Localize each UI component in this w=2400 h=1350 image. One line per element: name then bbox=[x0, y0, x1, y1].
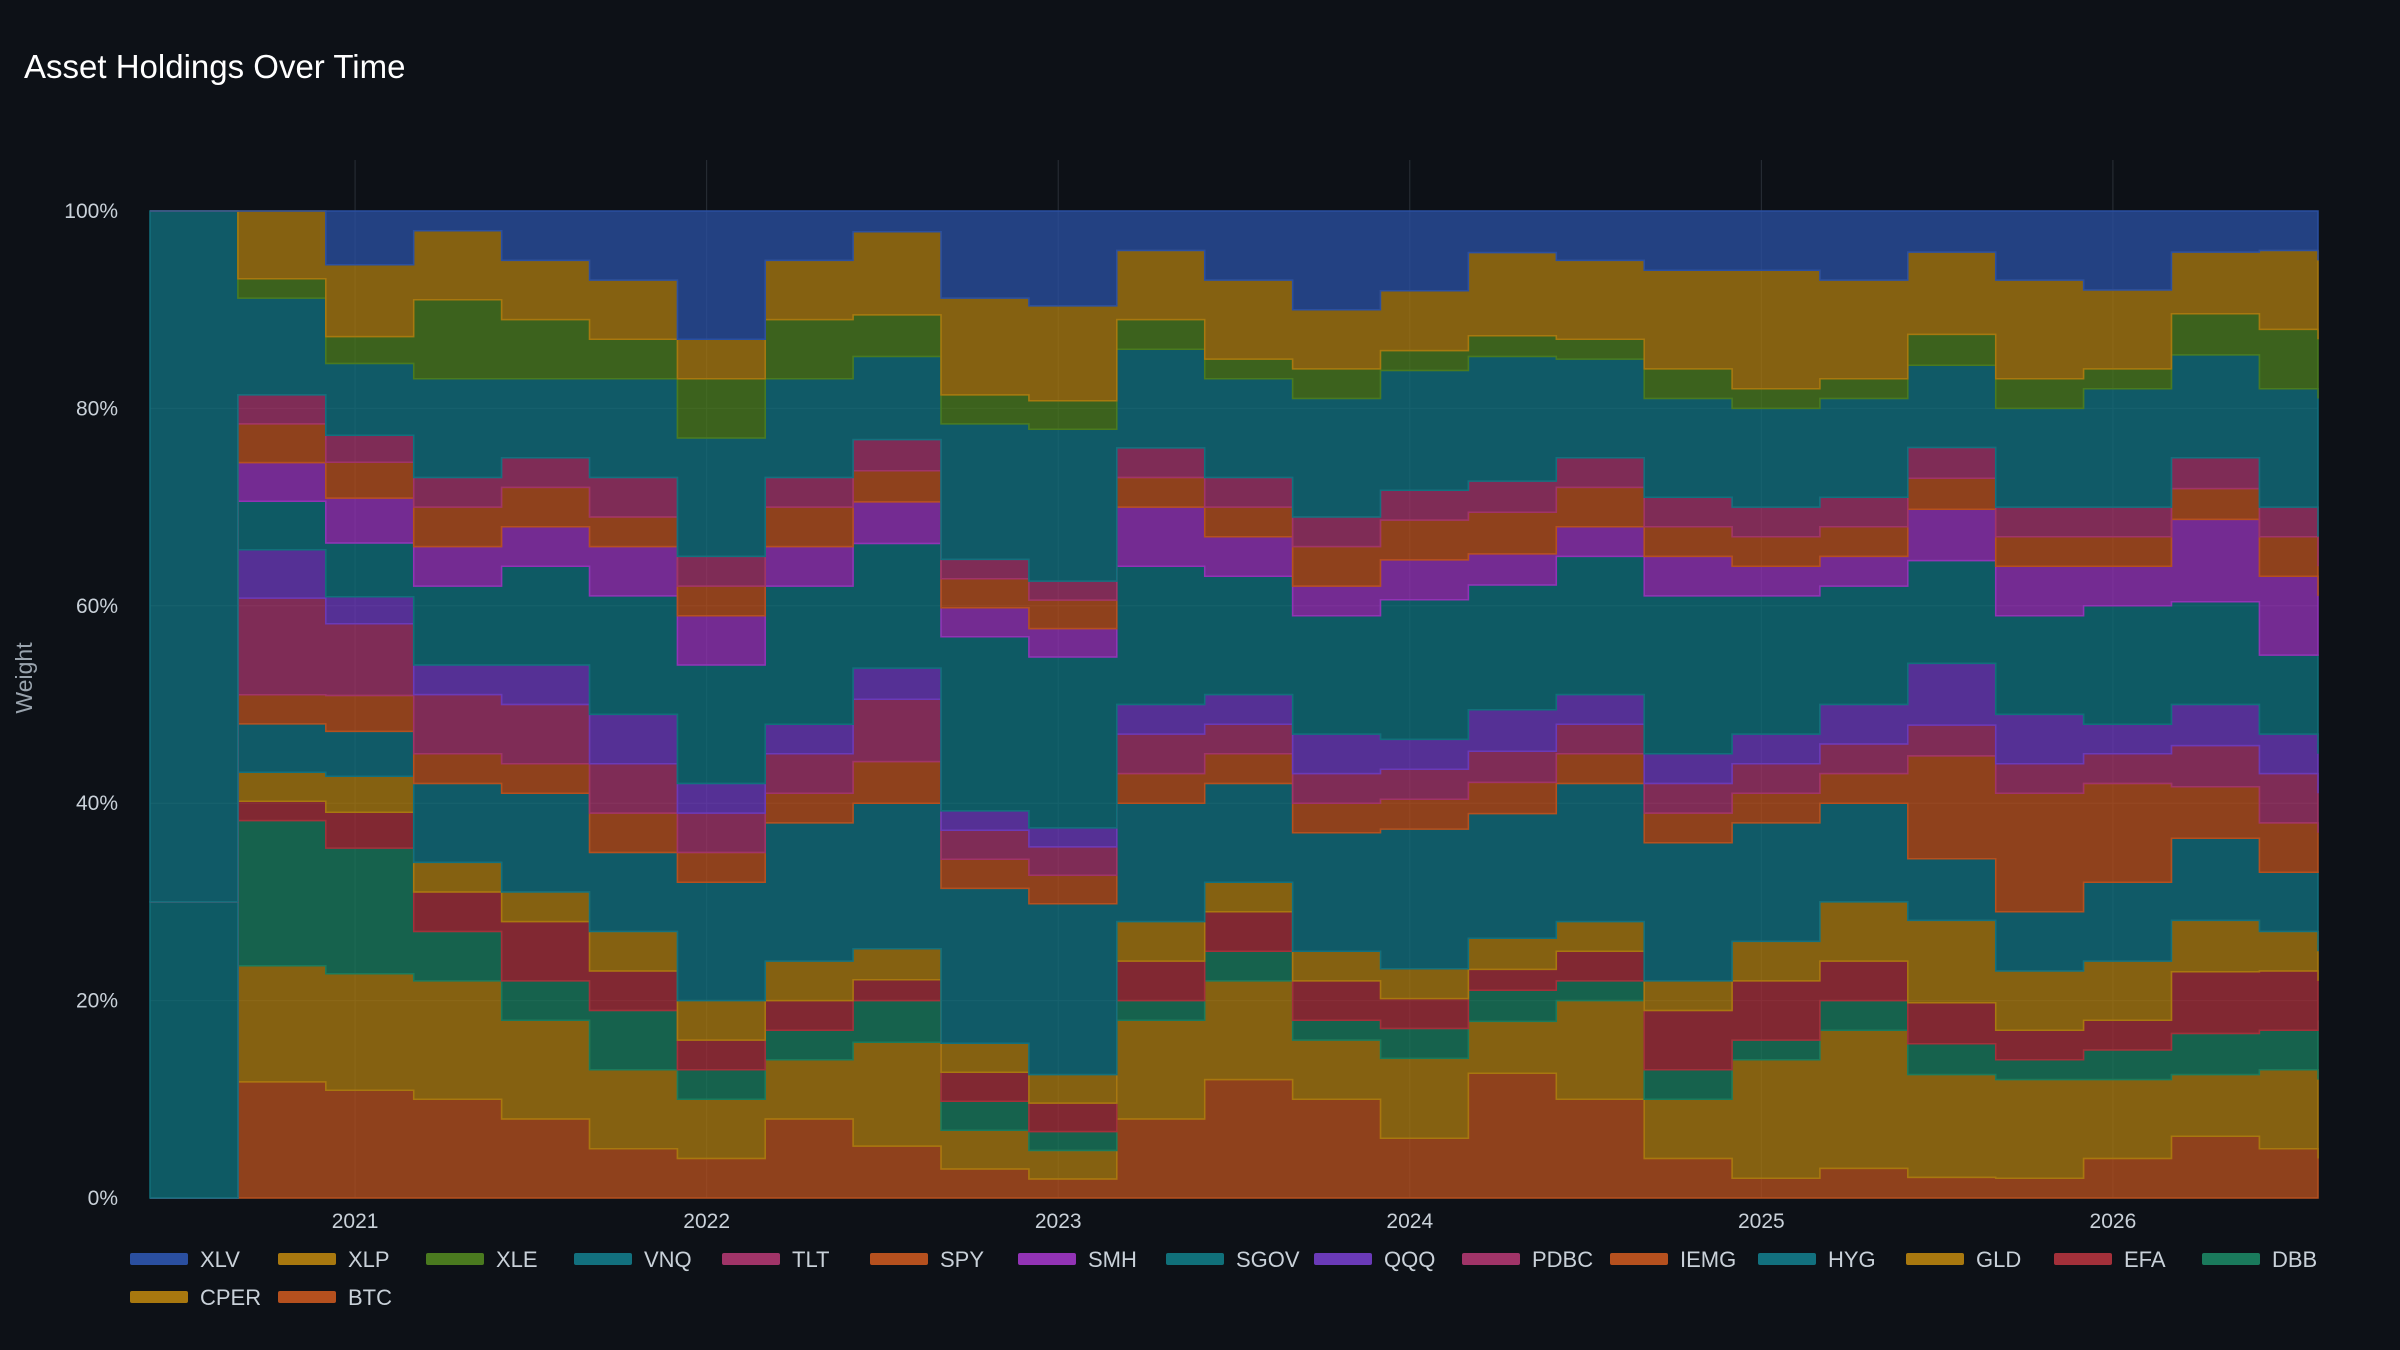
x-tick-label: 2025 bbox=[1738, 1210, 1785, 1233]
legend-swatch bbox=[722, 1253, 780, 1265]
legend-label: EFA bbox=[2124, 1247, 2166, 1272]
y-tick-label: 100% bbox=[64, 200, 118, 223]
legend-item-xlv[interactable]: XLV bbox=[130, 1247, 240, 1272]
legend-item-dbb[interactable]: DBB bbox=[2202, 1247, 2317, 1272]
y-tick-label: 0% bbox=[88, 1187, 118, 1210]
y-tick-label: 80% bbox=[76, 397, 118, 420]
legend-label: BTC bbox=[348, 1285, 392, 1310]
legend-item-xlp[interactable]: XLP bbox=[278, 1247, 390, 1272]
legend-swatch bbox=[1314, 1253, 1372, 1265]
stacked-area-layer bbox=[149, 210, 2319, 1199]
legend-swatch bbox=[1462, 1253, 1520, 1265]
legend-swatch bbox=[2202, 1253, 2260, 1265]
x-tick-label: 2023 bbox=[1035, 1210, 1082, 1233]
x-tick-label: 2022 bbox=[683, 1210, 730, 1233]
y-axis-title: Weight bbox=[11, 642, 37, 714]
legend-swatch bbox=[1758, 1253, 1816, 1265]
legend-label: SPY bbox=[940, 1247, 984, 1272]
legend-item-hyg[interactable]: HYG bbox=[1758, 1247, 1876, 1272]
legend-label: XLV bbox=[200, 1247, 240, 1272]
legend-item-xle[interactable]: XLE bbox=[426, 1247, 538, 1272]
legend-item-efa[interactable]: EFA bbox=[2054, 1247, 2166, 1272]
legend-swatch bbox=[426, 1253, 484, 1265]
axes: 0% 20% 40% 60% 80% 100% 2021 2022 2023 2024 2025 20… bbox=[64, 200, 2136, 1233]
legend-label: SMH bbox=[1088, 1247, 1137, 1272]
legend-label: VNQ bbox=[644, 1247, 692, 1272]
legend-item-tlt[interactable]: TLT bbox=[722, 1247, 829, 1272]
legend-item-vnq[interactable]: VNQ bbox=[574, 1247, 692, 1272]
x-tick-label: 2024 bbox=[1386, 1210, 1433, 1233]
legend-label: DBB bbox=[2272, 1247, 2317, 1272]
x-tick-label: 2026 bbox=[2090, 1210, 2137, 1233]
legend-item-qqq[interactable]: QQQ bbox=[1314, 1247, 1435, 1272]
legend-item-btc[interactable]: BTC bbox=[278, 1285, 392, 1310]
y-tick-label: 60% bbox=[76, 595, 118, 618]
legend-label: CPER bbox=[200, 1285, 261, 1310]
legend-swatch bbox=[1018, 1253, 1076, 1265]
legend-swatch bbox=[278, 1253, 336, 1265]
legend-label: HYG bbox=[1828, 1247, 1876, 1272]
legend-swatch bbox=[1610, 1253, 1668, 1265]
legend-swatch bbox=[130, 1291, 188, 1303]
legend: XLV XLP XLE VNQ TLT SPY SMH SGOV QQQ PDBC IEMG HYG G… bbox=[130, 1247, 2317, 1310]
legend-item-cper[interactable]: CPER bbox=[130, 1285, 261, 1310]
legend-swatch bbox=[130, 1253, 188, 1265]
legend-item-spy[interactable]: SPY bbox=[870, 1247, 984, 1272]
legend-label: PDBC bbox=[1532, 1247, 1593, 1272]
legend-item-sgov[interactable]: SGOV bbox=[1166, 1247, 1300, 1272]
area-series-xlv bbox=[150, 210, 2319, 341]
legend-item-gld[interactable]: GLD bbox=[1906, 1247, 2021, 1272]
legend-label: XLE bbox=[496, 1247, 538, 1272]
legend-item-pdbc[interactable]: PDBC bbox=[1462, 1247, 1593, 1272]
chart-title: Asset Holdings Over Time bbox=[24, 48, 406, 85]
legend-label: XLP bbox=[348, 1247, 390, 1272]
x-tick-label: 2021 bbox=[332, 1210, 379, 1233]
legend-swatch bbox=[574, 1253, 632, 1265]
legend-label: GLD bbox=[1976, 1247, 2021, 1272]
legend-label: QQQ bbox=[1384, 1247, 1435, 1272]
y-tick-label: 40% bbox=[76, 792, 118, 815]
legend-label: IEMG bbox=[1680, 1247, 1736, 1272]
legend-label: TLT bbox=[792, 1247, 829, 1272]
y-tick-label: 20% bbox=[76, 990, 118, 1013]
legend-item-smh[interactable]: SMH bbox=[1018, 1247, 1137, 1272]
legend-label: SGOV bbox=[1236, 1247, 1300, 1272]
legend-swatch bbox=[870, 1253, 928, 1265]
legend-swatch bbox=[2054, 1253, 2112, 1265]
legend-item-iemg[interactable]: IEMG bbox=[1610, 1247, 1736, 1272]
legend-swatch bbox=[1166, 1253, 1224, 1265]
legend-swatch bbox=[278, 1291, 336, 1303]
legend-swatch bbox=[1906, 1253, 1964, 1265]
